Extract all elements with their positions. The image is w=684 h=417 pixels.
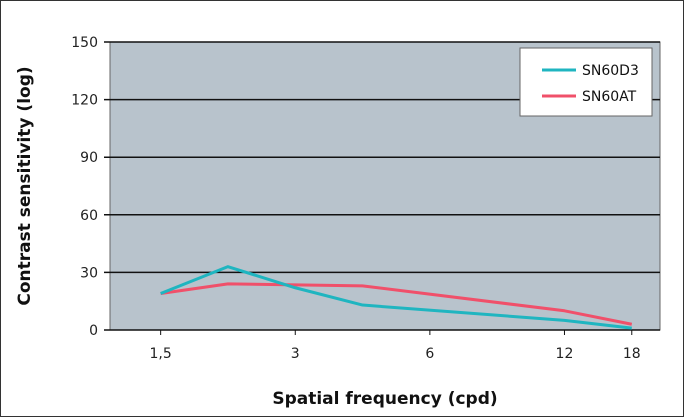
y-tick-label: 30 (80, 265, 98, 281)
y-tick-label: 90 (80, 150, 98, 166)
y-tick-label: 0 (89, 323, 98, 339)
y-tick-label: 120 (71, 93, 98, 109)
x-tick-label: 3 (291, 346, 300, 362)
y-tick-label: 150 (71, 35, 98, 51)
x-tick-label: 6 (425, 346, 434, 362)
legend-box (520, 48, 652, 116)
y-tick-label: 60 (80, 208, 98, 224)
x-axis-title: Spatial frequency (cpd) (272, 389, 497, 409)
x-tick-label: 1,5 (150, 346, 172, 362)
y-axis-title: Contrast sensitivity (log) (15, 66, 35, 305)
legend-label: SN60AT (582, 89, 637, 105)
legend: SN60D3 SN60AT (520, 48, 652, 116)
legend-label: SN60D3 (582, 63, 639, 79)
x-tick-label: 18 (623, 346, 641, 362)
x-tick-label: 12 (556, 346, 574, 362)
